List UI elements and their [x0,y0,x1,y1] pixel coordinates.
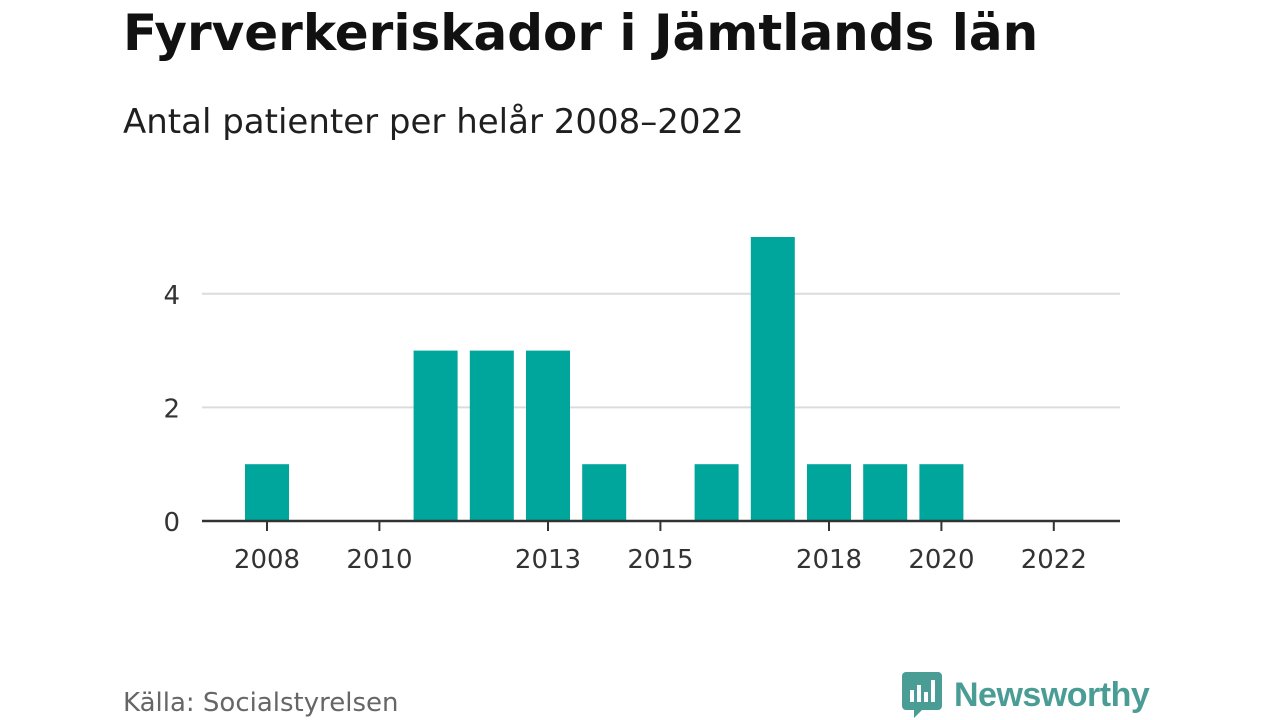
x-tick-label: 2020 [908,545,974,575]
y-tick-label: 2 [163,394,180,424]
brand-logo: Newsworthy [902,672,1150,718]
y-tick-label: 0 [163,508,180,538]
x-tick-label: 2013 [515,545,581,575]
y-tick-label: 4 [163,281,180,311]
chart-subtitle: Antal patienter per helår 2008–2022 [123,102,744,142]
source-note: Källa: Socialstyrelsen [123,688,399,718]
x-tick-label: 2015 [627,545,693,575]
bar-2014 [582,464,627,521]
chart-title: Fyrverkeriskador i Jämtlands län [123,4,1039,62]
x-tick-label: 2022 [1021,545,1087,575]
bar-chart: 0 2 4 2008 2010 2013 2015 2018 2020 2022 [163,237,1120,575]
x-tick-label: 2010 [346,545,412,575]
bar-2017 [750,237,795,521]
bar-2008 [245,464,289,521]
newsworthy-bar-chart-icon [902,672,942,718]
brand-name: Newsworthy [954,675,1150,714]
bar-2018 [807,464,851,521]
bar-2012 [469,350,514,521]
x-tick-label: 2018 [796,545,862,575]
bar-2019 [863,464,908,521]
bar-2013 [526,350,570,521]
bar-2020 [919,464,964,521]
x-tick-label: 2008 [234,545,300,575]
bar-2011 [413,350,458,521]
bar-2016 [694,464,739,521]
